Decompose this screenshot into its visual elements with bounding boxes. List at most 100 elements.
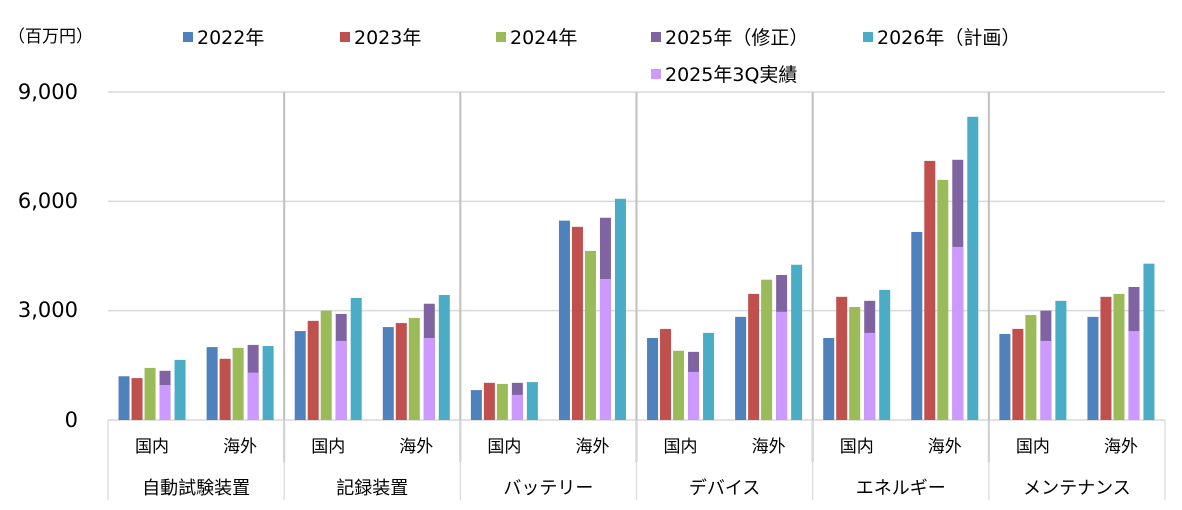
legend-label: 2023年 — [354, 27, 422, 49]
x-subcategory-label: 海外 — [927, 437, 962, 457]
bar-2024 — [232, 347, 244, 420]
x-subcategory-label: 海外 — [575, 437, 610, 457]
legend-swatch — [496, 31, 506, 42]
legend-label: 2025年3Q実績 — [665, 64, 798, 86]
x-subcategory-label: 海外 — [399, 437, 434, 457]
legend-label: 2022年 — [197, 27, 265, 49]
y-tick-label: 3,000 — [17, 298, 78, 322]
x-subcategory-label: 国内 — [487, 437, 522, 457]
bar-2025q3 — [159, 385, 171, 420]
legend-item-2022: 2022年 — [183, 23, 264, 50]
legend-item-2023: 2023年 — [340, 23, 421, 50]
bar-2026 — [703, 332, 715, 420]
bar-2022 — [823, 338, 835, 420]
bar-2025q3 — [599, 278, 611, 420]
legend-label: 2026年（計画） — [877, 27, 1021, 49]
y-tick-label: 0 — [64, 408, 78, 432]
bar-2023 — [483, 382, 495, 420]
x-category-label: 自動試験装置 — [142, 478, 251, 499]
bar-2024 — [1025, 315, 1037, 420]
bar-2025q3 — [1128, 331, 1140, 420]
bar-2023 — [836, 296, 848, 420]
bar-2024 — [320, 310, 332, 420]
bar-2024 — [937, 179, 949, 420]
bar-2022 — [470, 390, 482, 420]
legend-swatch — [863, 31, 873, 42]
x-subcategory-label: 国内 — [311, 437, 346, 457]
bar-2025q3 — [1040, 340, 1052, 420]
bar-2022 — [735, 316, 747, 420]
bar-2025q3 — [335, 340, 347, 420]
x-subcategory-label: 国内 — [663, 437, 698, 457]
bar-2023 — [571, 226, 583, 420]
bar-2026 — [438, 294, 450, 420]
x-category-label: 記録装置 — [336, 478, 409, 499]
bar-2022 — [999, 333, 1011, 420]
bar-2022 — [558, 220, 570, 420]
x-category-label: メンテナンス — [1023, 478, 1131, 499]
legend-item-2025rev: 2025年（修正） — [651, 23, 808, 50]
x-category-label: エネルギー — [855, 478, 946, 499]
legend-swatch — [651, 68, 661, 79]
bar-2024 — [144, 367, 156, 420]
unit-label: （百万円） — [8, 27, 93, 47]
bar-2025q3 — [423, 338, 435, 420]
bar-2026 — [791, 264, 803, 420]
x-subcategory-label: 国内 — [839, 437, 874, 457]
bar-2022 — [647, 338, 659, 420]
bar-2024 — [673, 350, 685, 420]
x-category-label: バッテリー — [503, 478, 594, 499]
x-subcategory-label: 国内 — [1015, 437, 1050, 457]
legend-swatch — [183, 31, 193, 42]
bar-2024 — [1113, 293, 1125, 420]
bar-2025q3 — [688, 371, 700, 420]
bar-2023 — [395, 323, 407, 420]
bar-2023 — [1100, 296, 1112, 420]
bar-2024 — [584, 250, 596, 420]
bar-2025q3 — [864, 332, 876, 420]
x-subcategory-label: 海外 — [751, 437, 786, 457]
legend-item-2025q3: 2025年3Q実績 — [651, 60, 797, 87]
bar-2026 — [262, 346, 274, 420]
bar-2026 — [174, 359, 186, 420]
bar-2024 — [496, 383, 508, 420]
bar-2024 — [408, 317, 420, 420]
legend-item-2026: 2026年（計画） — [863, 23, 1020, 50]
bar-2024 — [761, 279, 773, 420]
legend-swatch — [340, 31, 350, 42]
bar-2022 — [206, 347, 218, 420]
bar-2023 — [219, 358, 231, 420]
bar-2025q3 — [952, 246, 964, 420]
bar-2023 — [748, 293, 760, 420]
bar-2023 — [924, 160, 936, 420]
legend-label: 2024年 — [510, 27, 578, 49]
bar-2022 — [294, 331, 306, 420]
bar-2023 — [660, 328, 672, 420]
bar-2026 — [526, 382, 538, 420]
x-subcategory-label: 国内 — [135, 437, 170, 457]
y-tick-label: 9,000 — [17, 80, 78, 104]
bar-2026 — [350, 297, 362, 420]
bar-2022 — [118, 376, 130, 420]
bar-2026 — [1143, 263, 1155, 420]
bar-2025q3 — [247, 372, 259, 420]
bar-2024 — [849, 307, 861, 420]
bar-2022 — [382, 327, 394, 420]
legend-item-2024: 2024年 — [496, 23, 577, 50]
bar-2022 — [1087, 316, 1099, 420]
legend-label: 2025年（修正） — [665, 27, 809, 49]
x-category-label: デバイス — [688, 478, 761, 499]
legend-swatch — [651, 31, 661, 42]
bar-2026 — [967, 116, 979, 420]
bar-2023 — [131, 378, 143, 420]
bar-2025q3 — [776, 311, 788, 420]
x-subcategory-label: 海外 — [1103, 437, 1138, 457]
bar-2026 — [879, 289, 891, 420]
bar-2023 — [307, 320, 319, 420]
bar-2023 — [1012, 328, 1024, 420]
bar-2025q3 — [511, 394, 523, 420]
bar-2022 — [911, 231, 923, 420]
y-tick-label: 6,000 — [17, 189, 78, 213]
bar-2026 — [1055, 300, 1067, 420]
